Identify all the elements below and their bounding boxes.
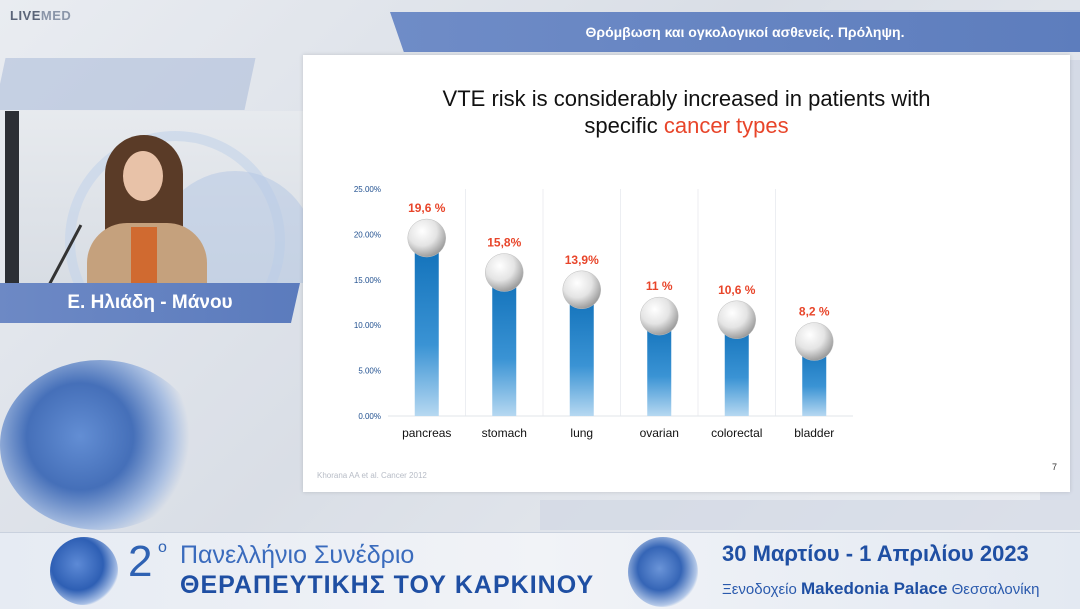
bar — [569, 289, 594, 416]
venue-name: Makedonia Palace — [800, 579, 948, 598]
conference-name-line1: Πανελλήνιο Συνέδριο — [180, 541, 415, 569]
data-label: 8,2 % — [799, 305, 830, 319]
y-tick-label: 15.00% — [354, 276, 381, 285]
decor-band — [0, 58, 256, 110]
slide-title-line1: VTE risk is considerably increased in pa… — [442, 86, 931, 111]
data-label: 19,6 % — [408, 201, 446, 215]
data-label: 10,6 % — [718, 283, 756, 297]
conference-globe-icon — [628, 537, 698, 607]
conference-globe-icon — [50, 537, 118, 605]
y-tick-label: 20.00% — [354, 230, 381, 239]
y-tick-label: 10.00% — [354, 321, 381, 330]
x-tick-label: pancreas — [402, 426, 451, 440]
decor-band — [540, 500, 1080, 530]
header-banner: Θρόμβωση και ογκολογικοί ασθενείς. Πρόλη… — [390, 12, 1080, 52]
x-axis: pancreas stomach lung ovarian colorectal blad… — [402, 426, 834, 440]
logo-accent: MED — [40, 8, 72, 23]
edition-number: 2 — [128, 537, 153, 586]
broadcaster-logo: LIVEMED — [10, 8, 71, 23]
conference-venue: Ξενοδοχείο Makedonia Palace Θεσσαλονίκη — [722, 579, 1039, 599]
slide-citation: Khorana AA et al. Cancer 2012 — [317, 471, 427, 480]
venue-prefix: Ξενοδοχείο — [722, 581, 801, 598]
chart-bars: 19,6 % 15,8% 13,9% 11 % 10,6 % 8,2 % — [407, 201, 834, 416]
slide-title-prefix: specific — [584, 113, 664, 138]
x-tick-label: stomach — [482, 426, 527, 440]
conference-dates: 30 Μαρτίου - 1 Απριλίου 2023 — [722, 541, 1029, 566]
slide-page-number: 7 — [1052, 462, 1058, 472]
conference-footer: 2 ο Πανελλήνιο Συνέδριο ΘΕΡΑΠΕΥΤΙΚΗΣ ΤΟΥ… — [0, 532, 1080, 609]
bar-chart: 0.00% 5.00% 10.00% 15.00% 20.00% 25.00% 19,6 … — [354, 185, 853, 440]
y-tick-label: 0.00% — [358, 412, 381, 421]
bar-cap — [485, 253, 524, 292]
x-tick-label: lung — [570, 426, 593, 440]
y-tick-label: 25.00% — [354, 185, 381, 194]
x-tick-label: ovarian — [640, 426, 679, 440]
slide-title-highlight: cancer types — [663, 113, 789, 138]
logo-main: LIVE — [10, 8, 41, 23]
chart-grid — [388, 189, 853, 417]
slide-title: VTE risk is considerably increased in pa… — [303, 85, 1070, 139]
speaker-figure — [87, 131, 207, 283]
bar — [414, 238, 439, 416]
data-label: 13,9% — [565, 253, 599, 267]
presentation-slide: VTE risk is considerably increased in pa… — [303, 55, 1070, 492]
bar-cap — [640, 296, 679, 336]
slide-title-line2: specific cancer types — [303, 112, 1070, 139]
speaker-name: Ε. Ηλιάδη - Μάνου — [67, 292, 233, 313]
bar-cap — [717, 300, 756, 340]
decor-globe — [0, 360, 200, 530]
session-title: Θρόμβωση και ογκολογικοί ασθενείς. Πρόλη… — [585, 24, 905, 40]
y-tick-label: 5.00% — [358, 367, 381, 376]
y-axis: 0.00% 5.00% 10.00% 15.00% 20.00% 25.00% — [354, 185, 381, 421]
data-label: 11 % — [646, 279, 673, 293]
x-tick-label: bladder — [794, 426, 834, 440]
conference-name-line2: ΘΕΡΑΠΕΥΤΙΚΗΣ ΤΟΥ ΚΑΡΚΙΝΟΥ — [180, 571, 595, 599]
speaker-name-bar: Ε. Ηλιάδη - Μάνου — [0, 283, 300, 323]
bar-cap — [562, 270, 601, 310]
speaker-video — [5, 111, 303, 283]
venue-city: Θεσσαλονίκη — [947, 581, 1040, 598]
bar — [492, 272, 517, 416]
bar-cap — [407, 218, 446, 258]
backdrop-panel — [5, 111, 19, 283]
data-label: 15,8% — [487, 236, 521, 250]
x-tick-label: colorectal — [711, 426, 762, 440]
edition-ordinal: ο — [158, 539, 167, 556]
bar-cap — [795, 322, 834, 361]
